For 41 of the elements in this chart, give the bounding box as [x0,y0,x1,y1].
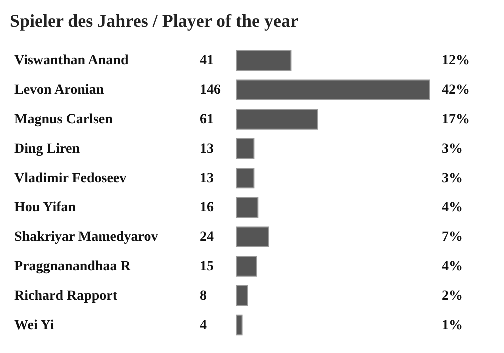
text: 12% [442,54,470,69]
y-tick-label: Viswanthan Anand [14,54,129,69]
bar [236,138,255,160]
y-tick-label: Praggnanandhaa R [14,259,132,274]
text: 4% [442,259,463,274]
bar [236,286,248,306]
data-label: 41 [200,54,214,69]
y-tick-label: Wei Yi [14,318,54,334]
bar [236,314,243,336]
text: 17% [442,112,470,128]
bar [236,80,430,100]
text: 3% [442,171,463,186]
bar [236,50,292,72]
data-label: 24 [200,230,214,246]
data-label: 16 [200,200,214,216]
chart-title: Spieler des Jahres / Player of the year [10,11,298,31]
bar [236,197,259,218]
bar [236,256,258,277]
y-tick-label: Levon Aronian [14,83,104,98]
bar [236,226,270,248]
data-label: 13 [200,142,214,157]
y-tick-label: Magnus Carlsen [14,112,114,128]
data-label: 146 [200,83,221,98]
data-label: 15 [200,259,214,274]
data-label: 61 [200,112,214,128]
y-tick-label: Shakriyar Mamedyarov [14,230,158,246]
y-tick-label: Richard Rapport [14,288,118,304]
data-label: 13 [200,171,214,186]
data-label: 8 [200,288,207,304]
text: 4% [442,200,463,216]
text: 42% [442,83,470,98]
bar [236,168,255,189]
data-label: 4 [200,318,207,334]
y-tick-label: Hou Yifan [14,200,76,216]
bar [236,109,318,130]
y-tick-label: Ding Liren [14,142,80,157]
text: 2% [442,288,463,304]
text: 1% [442,318,463,334]
text: 3% [442,142,463,157]
y-tick-label: Vladimir Fedoseev [14,171,127,186]
text: 7% [442,230,463,246]
